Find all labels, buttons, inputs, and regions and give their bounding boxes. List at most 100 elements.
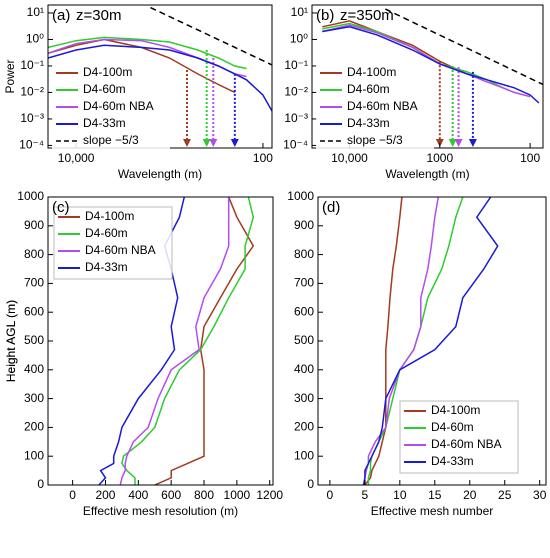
x-tick-label: 15: [428, 488, 442, 502]
plot-area: [362, 197, 499, 485]
series-line: [362, 197, 499, 485]
y-tick-label: 800: [294, 247, 314, 261]
x-tick-label: 200: [95, 488, 115, 502]
annotation: z=30m: [76, 7, 121, 24]
x-tick-label: 5: [362, 488, 369, 502]
panel-label: (d): [322, 199, 340, 216]
legend-label: D4-60m NBA: [347, 99, 418, 113]
arrow-head: [448, 139, 457, 147]
y-tick-label: 400: [294, 362, 314, 376]
y-tick-label: 100: [24, 448, 44, 462]
legend-label: D4-60m: [431, 420, 474, 434]
series-line: [48, 38, 236, 94]
x-tick-label: 1000: [224, 488, 251, 502]
legend-label: D4-60m NBA: [85, 243, 156, 257]
y-tick-label: 600: [294, 304, 314, 318]
y-tick-label: 200: [294, 420, 314, 434]
x-tick-label: 10: [393, 488, 407, 502]
legend-label: D4-60m NBA: [431, 437, 502, 451]
panel-label: (b): [316, 7, 334, 24]
y-tick-label: 10⁻¹: [284, 58, 308, 72]
y-tick-label: 900: [24, 218, 44, 232]
legend-label: D4-100m: [431, 403, 480, 417]
legend-label: D4-33m: [431, 454, 474, 468]
legend-label: D4-33m: [85, 260, 128, 274]
series-line: [48, 36, 247, 70]
y-tick-label: 10⁻⁴: [19, 138, 44, 152]
legend-label: D4-100m: [347, 65, 396, 79]
x-axis-label: Wavelength (m): [118, 167, 202, 181]
y-tick-label: 300: [24, 391, 44, 405]
annotation: z=350m: [340, 7, 394, 24]
y-tick-label: 10⁻¹: [20, 58, 44, 72]
plot-area: [48, 6, 272, 147]
series-line: [121, 197, 255, 485]
arrow-head: [468, 139, 477, 147]
reference-line: [385, 8, 543, 86]
legend-label: D4-33m: [347, 116, 390, 130]
y-tick-label: 500: [24, 333, 44, 347]
y-tick-label: 300: [294, 391, 314, 405]
x-tick-label: 1200: [256, 488, 283, 502]
y-axis-label: Power: [3, 59, 17, 93]
legend-label: D4-60m: [85, 226, 128, 240]
series-line: [322, 20, 468, 75]
x-tick-label: 10,000: [58, 151, 95, 165]
x-tick-label: 400: [128, 488, 148, 502]
arrow-head: [230, 139, 239, 147]
y-tick-label: 1000: [17, 189, 44, 203]
y-tick-label: 1000: [287, 189, 314, 203]
x-tick-label: 100: [253, 151, 273, 165]
y-tick-label: 10⁻³: [284, 111, 308, 125]
series-line: [364, 197, 403, 485]
series-line: [119, 197, 230, 485]
y-tick-label: 10¹: [27, 5, 44, 19]
x-axis-label: Effective mesh resolution (m): [83, 504, 238, 518]
arrow-head: [202, 139, 211, 147]
y-tick-label: 10⁻³: [20, 111, 44, 125]
y-tick-label: 500: [294, 333, 314, 347]
panel-label: (c): [52, 199, 70, 216]
series-line: [367, 197, 464, 485]
legend-label: slope −5/3: [347, 133, 403, 147]
y-axis-label: Height AGL (m): [4, 300, 18, 382]
plot-frame: [47, 196, 274, 486]
x-tick-label: 100: [520, 151, 540, 165]
y-tick-label: 700: [24, 276, 44, 290]
x-tick-label: 10,000: [331, 151, 368, 165]
plot-frame: [317, 196, 547, 486]
y-tick-label: 100: [294, 448, 314, 462]
x-tick-label: 1000: [426, 151, 453, 165]
y-tick-label: 600: [24, 304, 44, 318]
legend-label: D4-33m: [83, 116, 126, 130]
legend-label: slope −5/3: [83, 133, 139, 147]
y-tick-label: 0: [37, 477, 44, 491]
series-line: [322, 26, 540, 104]
x-axis-label: Effective mesh number: [371, 504, 494, 518]
legend-label: D4-60m NBA: [83, 99, 154, 113]
legend-label: D4-60m: [83, 82, 126, 96]
y-tick-label: 10¹: [291, 5, 308, 19]
y-tick-label: 400: [24, 362, 44, 376]
y-tick-label: 10⁻²: [20, 85, 44, 99]
arrow-head: [183, 139, 192, 147]
x-tick-label: 0: [69, 488, 76, 502]
y-tick-label: 10⁻²: [284, 85, 308, 99]
plot-area: [322, 8, 543, 147]
x-tick-label: 30: [533, 488, 547, 502]
y-tick-label: 200: [24, 420, 44, 434]
arrow-head: [454, 139, 463, 147]
x-tick-label: 25: [498, 488, 512, 502]
y-tick-label: 0: [307, 477, 314, 491]
panel-label: (a): [52, 7, 70, 24]
legend-label: D4-100m: [83, 65, 132, 79]
series-line: [48, 44, 272, 112]
x-tick-label: 800: [194, 488, 214, 502]
legend-label: D4-60m: [347, 82, 390, 96]
y-tick-label: 10⁰: [290, 32, 308, 46]
x-tick-label: 20: [463, 488, 477, 502]
y-axis-label: Height AGL (m): [4, 300, 18, 382]
reference-line: [150, 6, 272, 66]
y-tick-label: 10⁰: [26, 32, 44, 46]
